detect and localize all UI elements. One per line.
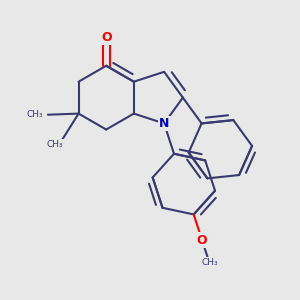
- Text: O: O: [101, 31, 112, 44]
- Text: CH₃: CH₃: [47, 140, 64, 149]
- Text: N: N: [159, 117, 169, 130]
- Text: CH₃: CH₃: [201, 258, 218, 267]
- Text: O: O: [197, 234, 207, 247]
- Text: CH₃: CH₃: [26, 110, 43, 119]
